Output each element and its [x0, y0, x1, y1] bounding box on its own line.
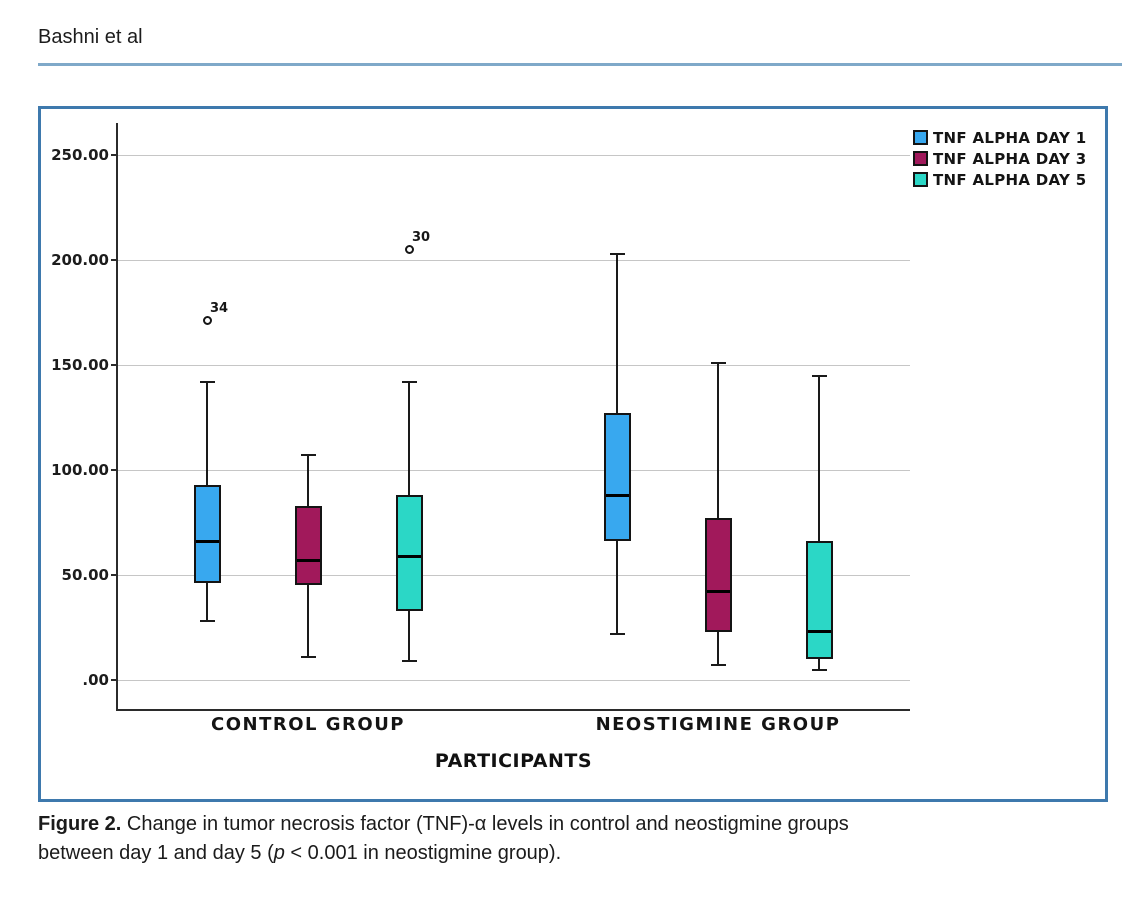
whisker-cap-high	[300, 454, 316, 457]
y-axis-tick-label: 150.00	[51, 356, 109, 374]
legend-row: TNF ALPHA DAY 3	[913, 148, 1086, 169]
x-axis-line	[116, 709, 910, 711]
median-line	[807, 630, 831, 634]
legend-label: TNF ALPHA DAY 5	[933, 170, 1087, 189]
y-axis-tick	[111, 679, 117, 681]
y-axis-tick-label: .00	[82, 671, 109, 689]
gridline	[117, 259, 910, 261]
gridline	[117, 154, 910, 156]
whisker-cap-high	[401, 380, 417, 383]
boxplot-chart: 250.00 200.00 150.00 100.00 50.00 .00 34 30 CONT…	[41, 109, 1105, 799]
legend-label: TNF ALPHA DAY 1	[933, 128, 1087, 147]
whisker-line	[818, 375, 820, 670]
median-line	[296, 558, 320, 562]
outlier-label: 30	[412, 229, 431, 245]
y-axis-tick-label: 100.00	[51, 461, 109, 479]
x-axis-title: PARTICIPANTS	[434, 750, 593, 772]
y-axis-tick	[111, 469, 117, 471]
x-category-label: NEOSTIGMINE GROUP	[595, 714, 841, 735]
caption-figure-label: Figure 2.	[38, 813, 122, 835]
header-rule	[38, 63, 1122, 66]
y-axis-line	[116, 123, 118, 709]
figure-panel: 250.00 200.00 150.00 100.00 50.00 .00 34 30 CONT…	[38, 106, 1108, 802]
whisker-cap-low	[199, 620, 215, 623]
box-tnf-alpha-day-3	[294, 505, 322, 586]
caption-line1: Change in tumor necrosis factor (TNF)-α …	[121, 813, 849, 835]
legend-swatch	[913, 172, 928, 187]
legend: TNF ALPHA DAY 1 TNF ALPHA DAY 3 TNF ALPHA …	[913, 127, 1086, 190]
outlier-point	[404, 245, 414, 254]
whisker-cap-low	[401, 660, 417, 663]
y-axis-tick	[111, 364, 117, 366]
whisker-cap-high	[710, 361, 726, 364]
gridline	[117, 469, 910, 471]
outlier-label: 34	[210, 300, 229, 316]
median-line	[605, 493, 629, 497]
whisker-cap-high	[811, 374, 827, 377]
y-axis-tick	[111, 259, 117, 261]
whisker-cap-low	[609, 632, 625, 635]
median-line	[706, 590, 730, 594]
box-tnf-alpha-day-1	[193, 484, 221, 584]
y-axis-tick-label: 50.00	[61, 566, 109, 584]
whisker-cap-high	[199, 380, 215, 383]
whisker-cap-low	[710, 664, 726, 667]
y-axis-tick	[111, 154, 117, 156]
whisker-cap-low	[811, 668, 827, 671]
legend-swatch	[913, 151, 928, 166]
gridline	[117, 574, 910, 576]
caption-p-symbol: p	[273, 842, 285, 864]
figure-caption: Figure 2. Change in tumor necrosis facto…	[38, 810, 938, 868]
median-line	[397, 554, 421, 558]
gridline	[117, 679, 910, 681]
median-line	[195, 539, 219, 543]
legend-row: TNF ALPHA DAY 5	[913, 169, 1086, 190]
caption-line2-after: < 0.001 in neostigmine group).	[284, 842, 562, 864]
whisker-cap-low	[300, 655, 316, 658]
legend-swatch	[913, 130, 928, 145]
legend-row: TNF ALPHA DAY 1	[913, 127, 1086, 148]
running-head: Bashni et al	[38, 26, 143, 48]
gridline	[117, 364, 910, 366]
box-tnf-alpha-day-3	[704, 518, 732, 632]
whisker-line	[717, 362, 719, 666]
legend-label: TNF ALPHA DAY 3	[933, 149, 1087, 168]
caption-line2-before: between day 1 and day 5 (	[38, 842, 274, 864]
outlier-point	[202, 316, 212, 326]
box-tnf-alpha-day-1	[603, 413, 631, 542]
y-axis-tick-label: 200.00	[51, 251, 109, 269]
y-axis-tick	[111, 574, 117, 576]
x-category-label: CONTROL GROUP	[211, 714, 405, 735]
box-tnf-alpha-day-5	[395, 495, 423, 611]
whisker-cap-high	[609, 252, 625, 255]
y-axis-tick-label: 250.00	[51, 146, 109, 164]
box-tnf-alpha-day-5	[805, 541, 833, 659]
